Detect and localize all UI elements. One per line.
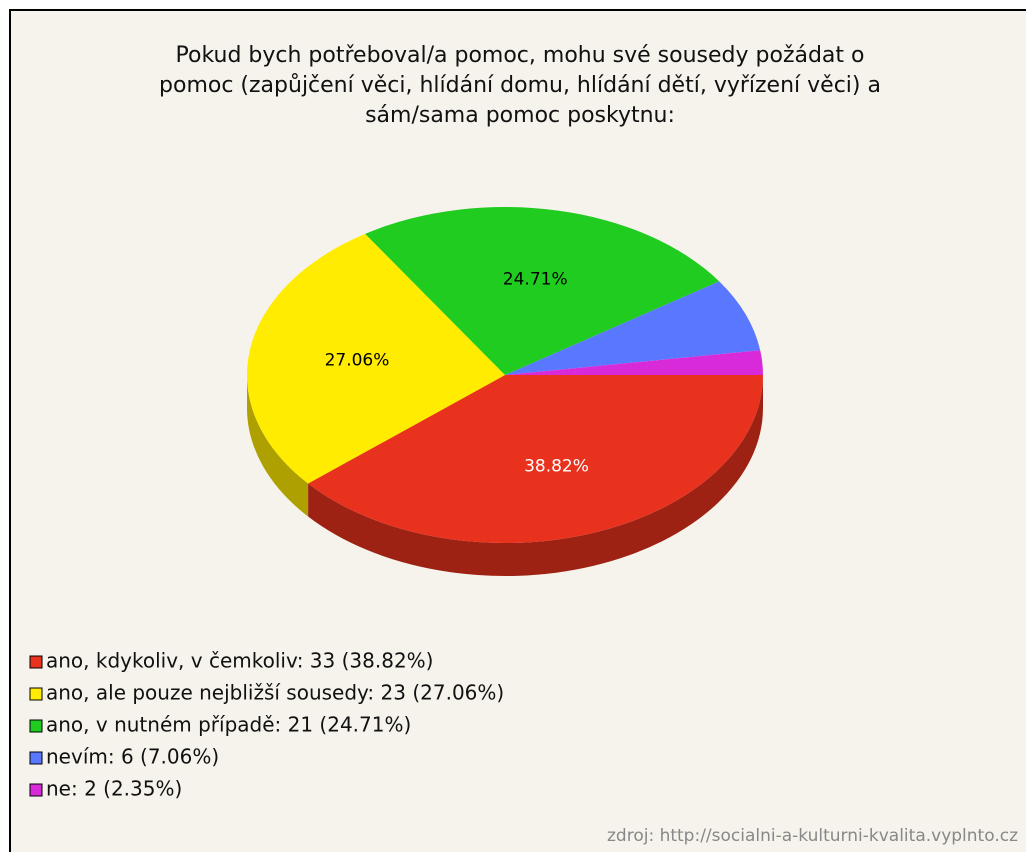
slice-label: 38.82% (524, 456, 589, 476)
legend-swatch (29, 687, 43, 701)
pie-slice (308, 375, 763, 543)
chart-title: pomoc (zapůjčení věci, hlídání domu, hlí… (159, 73, 881, 98)
slice-label: 24.71% (503, 270, 568, 290)
pie-side (247, 375, 309, 517)
legend-label: nevím: 6 (7.06%) (46, 745, 219, 769)
legend-swatch (29, 783, 43, 797)
chart-title: sám/sama pomoc poskytnu: (365, 103, 675, 128)
legend-label: ano, ale pouze nejbližší sousedy: 23 (27… (46, 681, 504, 705)
chart-title: Pokud bych potřeboval/a pomoc, mohu své … (176, 43, 865, 68)
source-note: zdroj: http://socialni-a-kulturni-kvalit… (607, 826, 1018, 846)
pie-side (308, 375, 763, 576)
legend-swatch (29, 751, 43, 765)
slice-label: 27.06% (325, 351, 390, 371)
legend-label: ano, kdykoliv, v čemkoliv: 33 (38.82%) (46, 649, 433, 673)
pie-slice (505, 281, 761, 375)
pie-slice (365, 207, 720, 375)
pie-slice (246, 233, 505, 484)
legend-label: ano, v nutném případě: 21 (24.71%) (46, 713, 411, 737)
legend-swatch (29, 655, 43, 669)
legend-label: ne: 2 (2.35%) (46, 777, 182, 801)
legend-swatch (29, 719, 43, 733)
pie-slice (505, 350, 763, 375)
